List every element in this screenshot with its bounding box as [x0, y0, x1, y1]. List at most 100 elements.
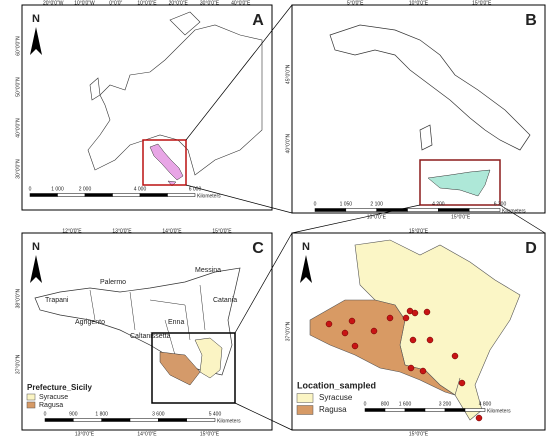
north-arrow	[30, 255, 42, 283]
lat-label: 40°0'0"N	[15, 118, 21, 138]
scale-label: 0	[364, 401, 367, 407]
lon-label: 12°0'0"E	[62, 228, 82, 234]
lon-label: 15°0'0"E	[409, 228, 429, 234]
sample-points	[325, 307, 483, 422]
scale-label: 0	[29, 186, 32, 192]
legend-swatch	[296, 393, 314, 403]
scale-label: 900	[69, 411, 78, 417]
lon-label: 20°0'0"E	[169, 0, 189, 6]
place-name: Messina	[195, 267, 221, 274]
legend-item: Syracuse	[39, 394, 68, 401]
scale-segment	[129, 418, 159, 422]
scale-segment	[376, 208, 408, 212]
scale-segment	[345, 208, 377, 212]
lon-label: 0°0'0"	[109, 0, 122, 6]
scale-label: 0	[44, 411, 47, 417]
lon-label: 13°0'0"E	[75, 431, 95, 437]
scale-segment	[158, 418, 187, 422]
lon-label: 13°0'0"E	[112, 228, 132, 234]
panel-frame	[21, 4, 273, 211]
legend-item: Syracuse	[319, 393, 353, 402]
scale-label: 4 000	[134, 186, 147, 192]
legend-swatch	[26, 401, 36, 409]
scale-segment	[407, 208, 439, 212]
ragusa	[159, 351, 201, 386]
scale-label: 3 600	[152, 411, 165, 417]
lon-label: 15°0'0"E	[200, 431, 220, 437]
scale-label: 5 400	[209, 411, 222, 417]
lon-label: 15°0'0"E	[472, 0, 492, 6]
lon-label: 20°0'0"W	[43, 0, 64, 6]
scale-label: 2 100	[370, 201, 383, 207]
legend-title: Location_sampled	[297, 380, 376, 390]
lon-label: 5°0'0"E	[347, 0, 364, 6]
panel-label: D	[525, 240, 537, 257]
scale-segment	[438, 208, 470, 212]
legend-swatch	[26, 393, 36, 401]
panel-frame	[21, 232, 273, 431]
scale-segment	[57, 193, 86, 197]
lat-label: 45°0'0"N	[285, 64, 291, 84]
panel-label: C	[252, 240, 264, 257]
panel-frame	[291, 4, 546, 214]
lat-label: 60°0'0"N	[15, 36, 21, 56]
italy-outline	[329, 24, 531, 151]
place-name: Caltanissetta	[130, 333, 171, 340]
legend-item: Ragusa	[319, 405, 347, 414]
north-label: N	[32, 13, 40, 25]
scale-segment	[29, 193, 58, 197]
scale-label: 4 800	[479, 401, 492, 407]
scale-segment	[44, 418, 74, 422]
europe-outline	[87, 11, 263, 176]
scale-label: 6 000	[189, 186, 202, 192]
scale-segment	[139, 193, 168, 197]
lat-label: 30°0'0"N	[15, 159, 21, 179]
place-name: Enna	[168, 319, 184, 326]
panel-label: A	[252, 12, 264, 29]
prefecture-borders	[89, 284, 206, 356]
scale-segment	[464, 408, 486, 412]
inset-box	[142, 139, 187, 186]
connector	[234, 402, 293, 431]
scale-label: 2 000	[79, 186, 92, 192]
lon-label: 14°0'0"E	[162, 228, 182, 234]
sicily	[427, 169, 491, 197]
place-name: Trapani	[45, 297, 69, 304]
scale-segment	[468, 208, 501, 212]
scale-segment	[112, 193, 141, 197]
north-arrow	[300, 255, 312, 283]
lat-label: 50°0'0"N	[15, 77, 21, 97]
north-label: N	[302, 241, 310, 253]
scale-segment	[167, 193, 196, 197]
connector	[499, 204, 546, 234]
scale-label: 1 000	[51, 186, 64, 192]
syracuse	[194, 337, 223, 379]
scale-unit: Kilometers	[197, 193, 221, 199]
lon-label: 30°0'0"E	[200, 0, 220, 6]
connector	[185, 4, 293, 141]
lat-label: 37°0'0"N	[285, 321, 291, 341]
inset-box	[151, 332, 236, 404]
scale-unit: Kilometers	[487, 408, 511, 414]
lon-label: 15°0'0"E	[451, 214, 471, 220]
lon-label: 10°0'0"E	[367, 214, 387, 220]
scale-segment	[84, 193, 113, 197]
scale-label: 0	[314, 201, 317, 207]
lon-label: 10°0'0"E	[409, 0, 429, 6]
scale-segment	[101, 418, 131, 422]
scale-segment	[314, 208, 347, 212]
scale-label: 3 200	[439, 401, 452, 407]
scale-unit: Kilometers	[217, 418, 241, 424]
scale-label: 1 050	[340, 201, 353, 207]
lon-label: 40°0'0"E	[231, 0, 251, 6]
north-label: N	[32, 241, 40, 253]
lon-label: 10°0'0"W	[74, 0, 95, 6]
lat-label: 38°0'0"N	[15, 289, 21, 309]
scale-segment	[424, 408, 446, 412]
scale-unit: Kilometers	[502, 208, 526, 214]
italy	[149, 143, 184, 187]
connector	[185, 184, 293, 214]
scale-segment	[404, 408, 426, 412]
lat-label: 40°0'0"N	[285, 134, 291, 154]
